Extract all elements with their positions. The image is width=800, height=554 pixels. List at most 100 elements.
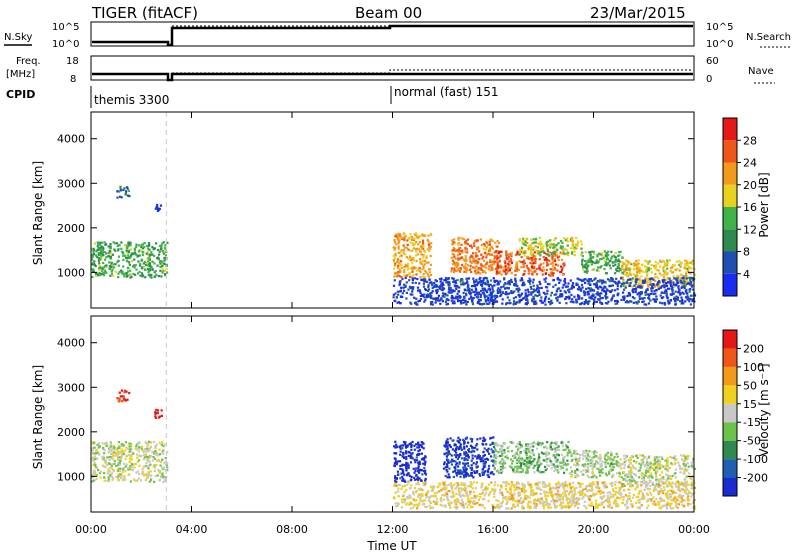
velocity-cell — [413, 458, 416, 461]
velocity-cell — [676, 480, 679, 483]
power-cell — [685, 277, 688, 280]
power-cell — [624, 301, 627, 304]
power-cell — [500, 286, 503, 289]
velocity-cell — [138, 472, 141, 476]
power-cell — [560, 247, 563, 250]
power-cell — [561, 293, 564, 296]
velocity-cell — [155, 411, 158, 414]
power-cell — [476, 292, 479, 295]
velocity-cell — [684, 486, 688, 489]
velocity-cell — [623, 484, 626, 487]
velocity-cell — [532, 451, 535, 454]
power-cell — [419, 298, 422, 301]
velocity-cell — [526, 462, 529, 465]
power-cell — [595, 285, 598, 288]
power-cell — [502, 291, 505, 294]
velocity-cell — [395, 477, 398, 480]
noise-tick-left-top: 10^5 — [52, 22, 79, 33]
power-cell — [404, 276, 407, 279]
power-cell — [542, 245, 545, 248]
power-cell — [686, 269, 689, 272]
velocity-cell — [591, 472, 594, 475]
velocity-cell — [137, 459, 141, 462]
power-cell — [523, 265, 526, 268]
velocity-cell — [601, 471, 604, 474]
velocity-cell — [119, 475, 122, 478]
velocity-cell — [654, 503, 657, 506]
power-colorbar-swatch — [723, 207, 737, 230]
power-cell — [644, 271, 647, 274]
velocity-cell — [634, 467, 637, 470]
power-cell — [546, 258, 549, 261]
power-cell — [457, 236, 460, 240]
velocity-cell — [537, 443, 540, 446]
velocity-cell — [423, 466, 426, 470]
power-cell — [637, 285, 640, 288]
power-cell — [662, 273, 665, 277]
power-cell — [540, 296, 543, 299]
power-cell — [117, 276, 120, 279]
power-cell — [504, 287, 507, 290]
velocity-cell — [141, 468, 144, 471]
power-cell — [553, 249, 556, 252]
velocity-cell — [686, 480, 689, 483]
power-cell — [469, 255, 472, 258]
power-cell — [531, 247, 534, 250]
velocity-cell — [592, 492, 595, 495]
power-cell — [500, 293, 503, 296]
power-cell — [483, 269, 486, 272]
velocity-cell — [540, 462, 543, 465]
power-cell — [461, 249, 464, 252]
velocity-cell — [645, 458, 649, 461]
power-cell — [626, 274, 629, 277]
power-cell — [471, 285, 474, 288]
velocity-cell — [660, 471, 664, 474]
power-cell — [506, 257, 510, 260]
velocity-cell — [93, 458, 97, 461]
velocity-cell — [472, 462, 475, 465]
power-cell — [109, 257, 112, 260]
power-cell — [550, 299, 553, 302]
power-cell — [158, 207, 161, 210]
velocity-blob — [618, 454, 697, 488]
power-cell — [155, 242, 158, 245]
power-cell — [611, 284, 614, 287]
velocity-cell — [405, 452, 408, 455]
power-cell — [553, 259, 557, 263]
velocity-cell — [512, 442, 515, 445]
velocity-cell — [542, 452, 545, 455]
power-cell — [568, 291, 571, 294]
power-cell — [603, 289, 606, 292]
power-cell — [159, 260, 162, 263]
power-cell — [102, 272, 105, 275]
power-cell — [599, 279, 602, 282]
power-cell — [592, 256, 595, 259]
power-cell — [492, 277, 495, 280]
power-cell — [487, 299, 490, 302]
velocity-cell — [564, 448, 567, 451]
power-cell — [463, 266, 466, 269]
power-cell — [681, 276, 684, 280]
velocity-cell — [102, 455, 105, 458]
power-cell — [456, 254, 460, 257]
velocity-cell — [405, 457, 408, 461]
power-cell — [425, 261, 428, 264]
velocity-cell — [493, 461, 496, 464]
power-cell — [91, 263, 94, 266]
velocity-cell — [549, 447, 552, 450]
velocity-cell — [690, 464, 694, 468]
velocity-cell — [547, 464, 551, 467]
power-cell — [497, 287, 500, 290]
power-cell — [686, 263, 689, 266]
power-cell — [538, 251, 541, 254]
velocity-cell — [96, 443, 99, 446]
power-cell — [552, 285, 555, 288]
velocity-cell — [93, 452, 96, 455]
nave-tick-top: 60 — [706, 56, 719, 67]
velocity-cell — [585, 459, 588, 462]
velocity-cell — [515, 452, 518, 456]
velocity-cell — [452, 470, 455, 473]
velocity-cell — [639, 454, 642, 457]
power-cell — [514, 280, 517, 283]
velocity-cell — [479, 437, 482, 440]
